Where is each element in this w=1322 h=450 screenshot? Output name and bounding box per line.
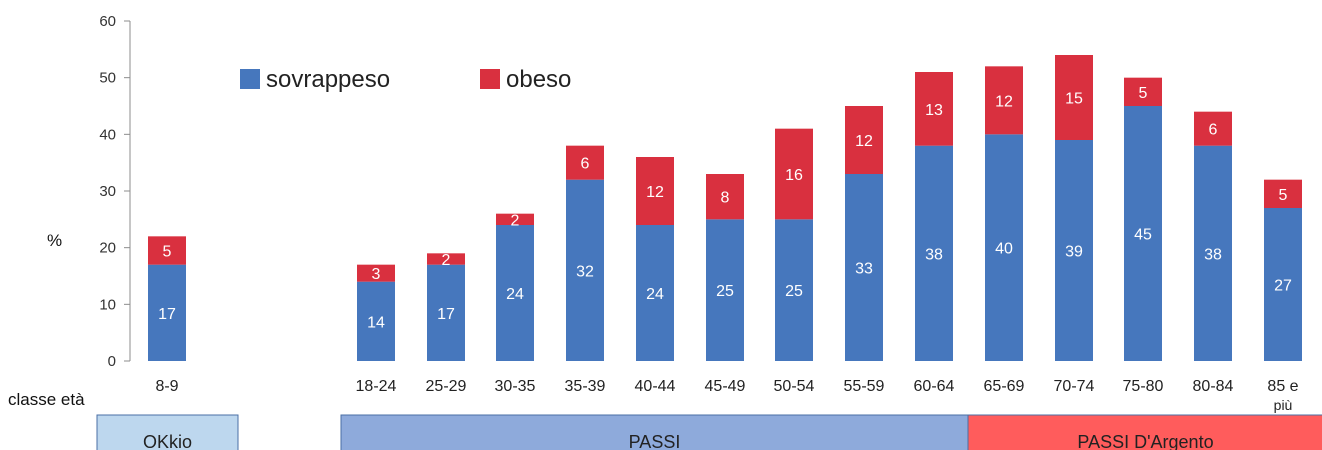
bar-obeso xyxy=(566,145,604,180)
y-axis-label: % xyxy=(47,231,62,250)
bar-sovrappeso xyxy=(1264,208,1302,361)
bar-sovrappeso xyxy=(566,179,604,361)
bar-obeso xyxy=(845,106,883,174)
group-label: PASSI xyxy=(629,432,681,450)
data-label-sovrappeso: 17 xyxy=(158,306,176,323)
data-label-obeso: 16 xyxy=(785,167,803,184)
bar-sovrappeso xyxy=(357,281,395,361)
x-tick-label: 70-74 xyxy=(1054,378,1095,395)
plot-area: 0 10 20 30 40 50 60 17 5 8-9 14 3 18-24 17 2 25-29 24 2 30… xyxy=(96,13,1322,450)
group-label: PASSI D'Argento xyxy=(1077,432,1213,450)
data-label-sovrappeso: 24 xyxy=(506,286,524,303)
x-tick-label: 45-49 xyxy=(705,378,746,395)
data-label-obeso: 3 xyxy=(372,266,381,283)
x-tick-label: 18-24 xyxy=(356,378,397,395)
bar-obeso xyxy=(1194,111,1232,146)
bar-obeso xyxy=(775,128,813,220)
group-label: OKkio xyxy=(143,432,192,450)
y-tick-label: 60 xyxy=(99,13,116,30)
bar-obeso xyxy=(1264,179,1302,208)
data-label-sovrappeso: 39 xyxy=(1065,244,1083,261)
data-label-obeso: 5 xyxy=(163,244,172,261)
bar-obeso xyxy=(1055,55,1093,140)
data-label-sovrappeso: 14 xyxy=(367,314,385,331)
x-tick-label: 40-44 xyxy=(635,378,676,395)
bar-sovrappeso xyxy=(845,174,883,361)
bar-sovrappeso xyxy=(1194,145,1232,361)
bar-obeso xyxy=(148,236,186,265)
bar-obeso xyxy=(706,174,744,220)
data-label-obeso: 12 xyxy=(855,133,873,150)
bar-sovrappeso xyxy=(985,134,1023,361)
legend-label-sovrappeso: sovrappeso xyxy=(266,66,390,93)
data-label-sovrappeso: 17 xyxy=(437,306,455,323)
group-box-1 xyxy=(340,414,969,450)
data-label-obeso: 8 xyxy=(721,190,730,207)
x-tick-label: più xyxy=(1274,397,1293,413)
x-tick-label: 65-69 xyxy=(984,378,1025,395)
x-tick-label: 75-80 xyxy=(1123,378,1164,395)
bar-sovrappeso xyxy=(636,225,674,361)
data-label-sovrappeso: 45 xyxy=(1134,227,1152,244)
y-tick-label: 20 xyxy=(99,240,116,257)
x-tick-label: 50-54 xyxy=(774,378,815,395)
bar-sovrappeso xyxy=(706,219,744,361)
bar-sovrappeso xyxy=(1124,106,1162,361)
group-box-2 xyxy=(967,414,1322,450)
x-axis-label: classe età xyxy=(8,390,85,409)
x-tick-label: 85 e xyxy=(1267,378,1298,395)
data-label-obeso: 5 xyxy=(1279,187,1288,204)
x-tick-label: 55-59 xyxy=(844,378,885,395)
bar-sovrappeso xyxy=(1055,140,1093,361)
bar-sovrappeso xyxy=(496,225,534,361)
data-label-obeso: 6 xyxy=(581,156,590,173)
data-label-obeso: 2 xyxy=(511,212,520,229)
x-tick-label: 80-84 xyxy=(1193,378,1234,395)
data-label-obeso: 5 xyxy=(1139,85,1148,102)
data-label-sovrappeso: 24 xyxy=(646,286,664,303)
legend-swatch-obeso xyxy=(480,69,500,89)
y-tick-label: 50 xyxy=(99,70,116,87)
data-label-obeso: 13 xyxy=(925,102,943,119)
group-box-0 xyxy=(96,414,239,450)
y-tick-label: 0 xyxy=(108,353,116,370)
bar-obeso xyxy=(915,72,953,146)
y-tick-label: 40 xyxy=(99,126,116,143)
y-tick-label: 10 xyxy=(99,296,116,313)
data-label-obeso: 12 xyxy=(995,93,1013,110)
data-label-obeso: 15 xyxy=(1065,91,1083,108)
data-label-sovrappeso: 27 xyxy=(1274,278,1292,295)
data-label-sovrappeso: 40 xyxy=(995,241,1013,258)
bar-obeso xyxy=(1124,77,1162,106)
bar-obeso xyxy=(636,157,674,225)
data-label-sovrappeso: 32 xyxy=(576,263,594,280)
data-label-obeso: 12 xyxy=(646,184,664,201)
data-label-sovrappeso: 25 xyxy=(716,283,734,300)
data-label-obeso: 2 xyxy=(442,252,451,269)
data-label-sovrappeso: 38 xyxy=(925,246,943,263)
x-tick-label: 25-29 xyxy=(426,378,467,395)
bar-obeso xyxy=(357,264,395,282)
x-tick-label: 60-64 xyxy=(914,378,955,395)
y-tick-label: 30 xyxy=(99,183,116,200)
x-tick-label: 35-39 xyxy=(565,378,606,395)
bar-sovrappeso xyxy=(775,219,813,361)
x-tick-label: 30-35 xyxy=(495,378,536,395)
data-label-obeso: 6 xyxy=(1209,122,1218,139)
bar-obeso xyxy=(427,253,465,265)
bar-sovrappeso xyxy=(427,264,465,361)
legend-label-obeso: obeso xyxy=(506,66,571,93)
bar-sovrappeso xyxy=(148,264,186,361)
bar-obeso xyxy=(496,213,534,225)
data-label-sovrappeso: 38 xyxy=(1204,246,1222,263)
data-label-sovrappeso: 33 xyxy=(855,261,873,278)
data-label-sovrappeso: 25 xyxy=(785,283,803,300)
x-tick-label: 8-9 xyxy=(155,378,178,395)
legend-swatch-sovrappeso xyxy=(240,69,260,89)
bar-sovrappeso xyxy=(915,145,953,361)
bar-obeso xyxy=(985,66,1023,135)
